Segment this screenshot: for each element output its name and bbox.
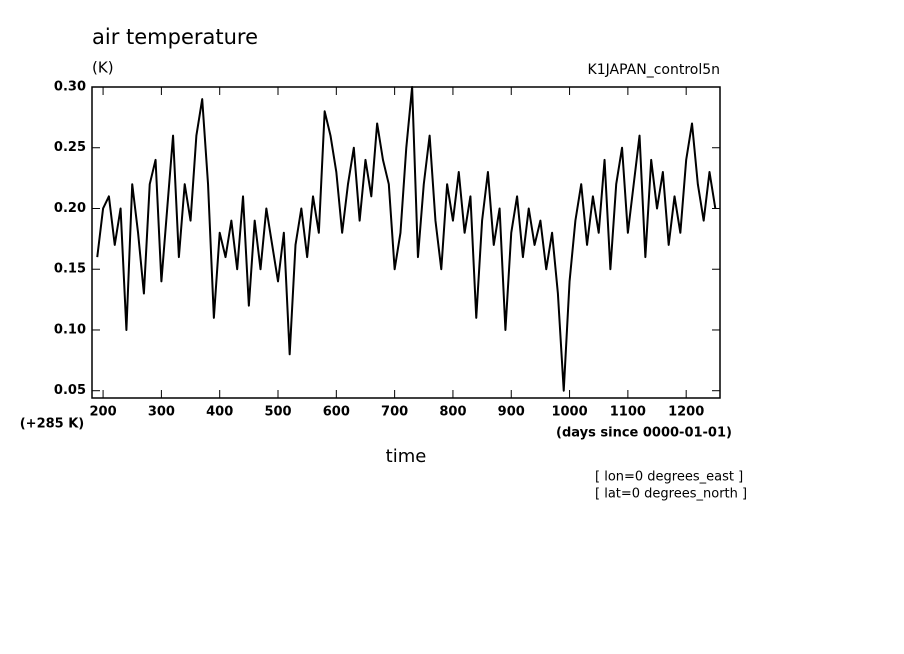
y-tick-label: 0.30 <box>54 80 86 95</box>
x-tick-label: 600 <box>323 405 350 420</box>
y-tick-label: 0.05 <box>54 383 86 398</box>
y-tick-label: 0.15 <box>54 262 86 277</box>
experiment: K1JAPAN_control5n <box>588 62 720 78</box>
y-tick-label: 0.10 <box>54 322 86 337</box>
x-tick-label: 1200 <box>668 405 704 420</box>
x-axis-label: time <box>386 446 427 467</box>
data-line <box>96 86 717 392</box>
x-tick-label: 1000 <box>551 405 587 420</box>
chart-title: air temperature <box>92 25 258 49</box>
x-tick-label: 400 <box>206 405 233 420</box>
plot-frame <box>91 86 721 399</box>
x-tick-label: 900 <box>498 405 525 420</box>
x-tick-label: 1100 <box>610 405 646 420</box>
y-tick-label: 0.20 <box>54 201 86 216</box>
x-tick-label: 800 <box>439 405 466 420</box>
note: [ lat=0 degrees_north ] <box>595 487 747 502</box>
x-tick-label: 300 <box>148 405 175 420</box>
x-tick-label: 700 <box>381 405 408 420</box>
offset-label: (+285 K) <box>20 417 85 432</box>
x-tick-label: 500 <box>264 405 291 420</box>
units: (K) <box>92 59 114 77</box>
y-tick-label: 0.25 <box>54 140 86 155</box>
note: [ lon=0 degrees_east ] <box>595 470 743 485</box>
x-units: (days since 0000-01-01) <box>556 426 732 441</box>
x-tick-label: 200 <box>90 405 117 420</box>
